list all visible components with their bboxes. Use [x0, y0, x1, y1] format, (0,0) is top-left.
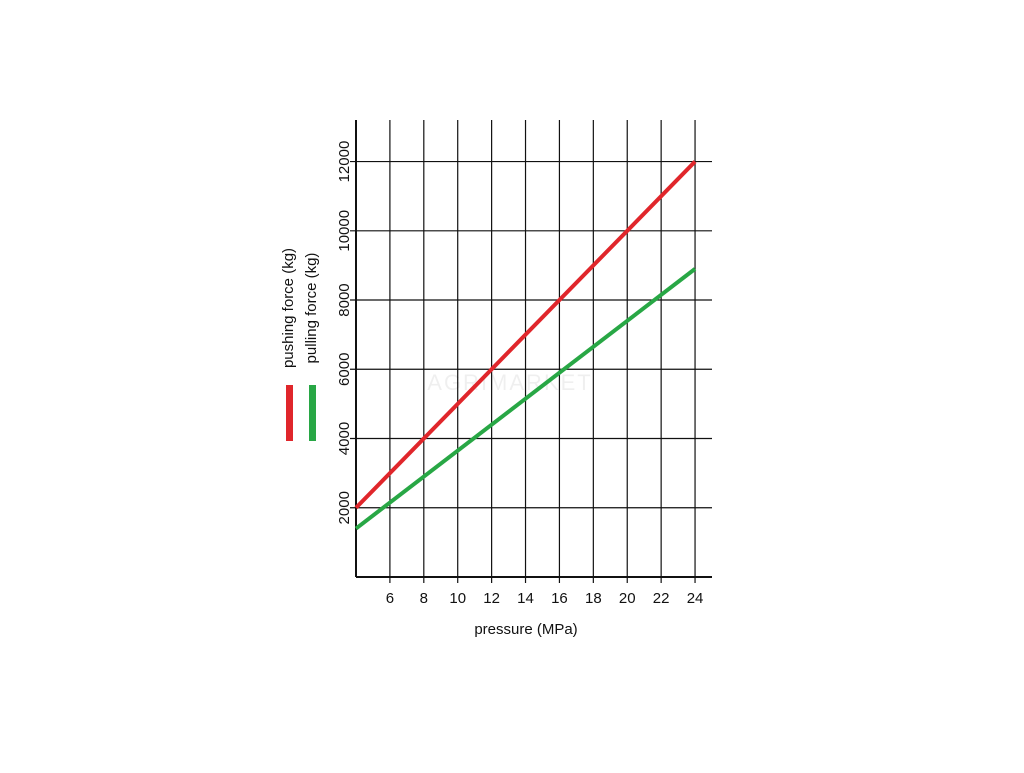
legend-label: pushing force (kg)	[280, 248, 297, 368]
x-tick-label: 18	[585, 590, 602, 607]
legend-swatch	[309, 385, 316, 441]
y-tick-label: 12000	[336, 141, 353, 183]
watermark: AGRIMARKET	[427, 370, 592, 395]
legend-swatch	[286, 385, 293, 441]
y-tick-label: 10000	[336, 210, 353, 252]
x-tick-label: 6	[386, 590, 394, 607]
x-tick-label: 24	[687, 590, 704, 607]
x-tick-label: 22	[653, 590, 670, 607]
x-tick-label: 14	[517, 590, 534, 607]
x-tick-label: 16	[551, 590, 568, 607]
y-tick-label: 2000	[336, 491, 353, 524]
x-tick-label: 12	[483, 590, 500, 607]
x-axis-label: pressure (MPa)	[474, 621, 577, 638]
y-tick-label: 8000	[336, 283, 353, 316]
y-tick-label: 4000	[336, 422, 353, 455]
x-tick-label: 8	[420, 590, 428, 607]
legend-label: pulling force (kg)	[303, 253, 320, 364]
x-tick-label: 10	[449, 590, 466, 607]
series-line	[354, 267, 697, 531]
x-tick-label: 20	[619, 590, 636, 607]
series-line	[354, 160, 697, 510]
y-tick-label: 6000	[336, 353, 353, 386]
